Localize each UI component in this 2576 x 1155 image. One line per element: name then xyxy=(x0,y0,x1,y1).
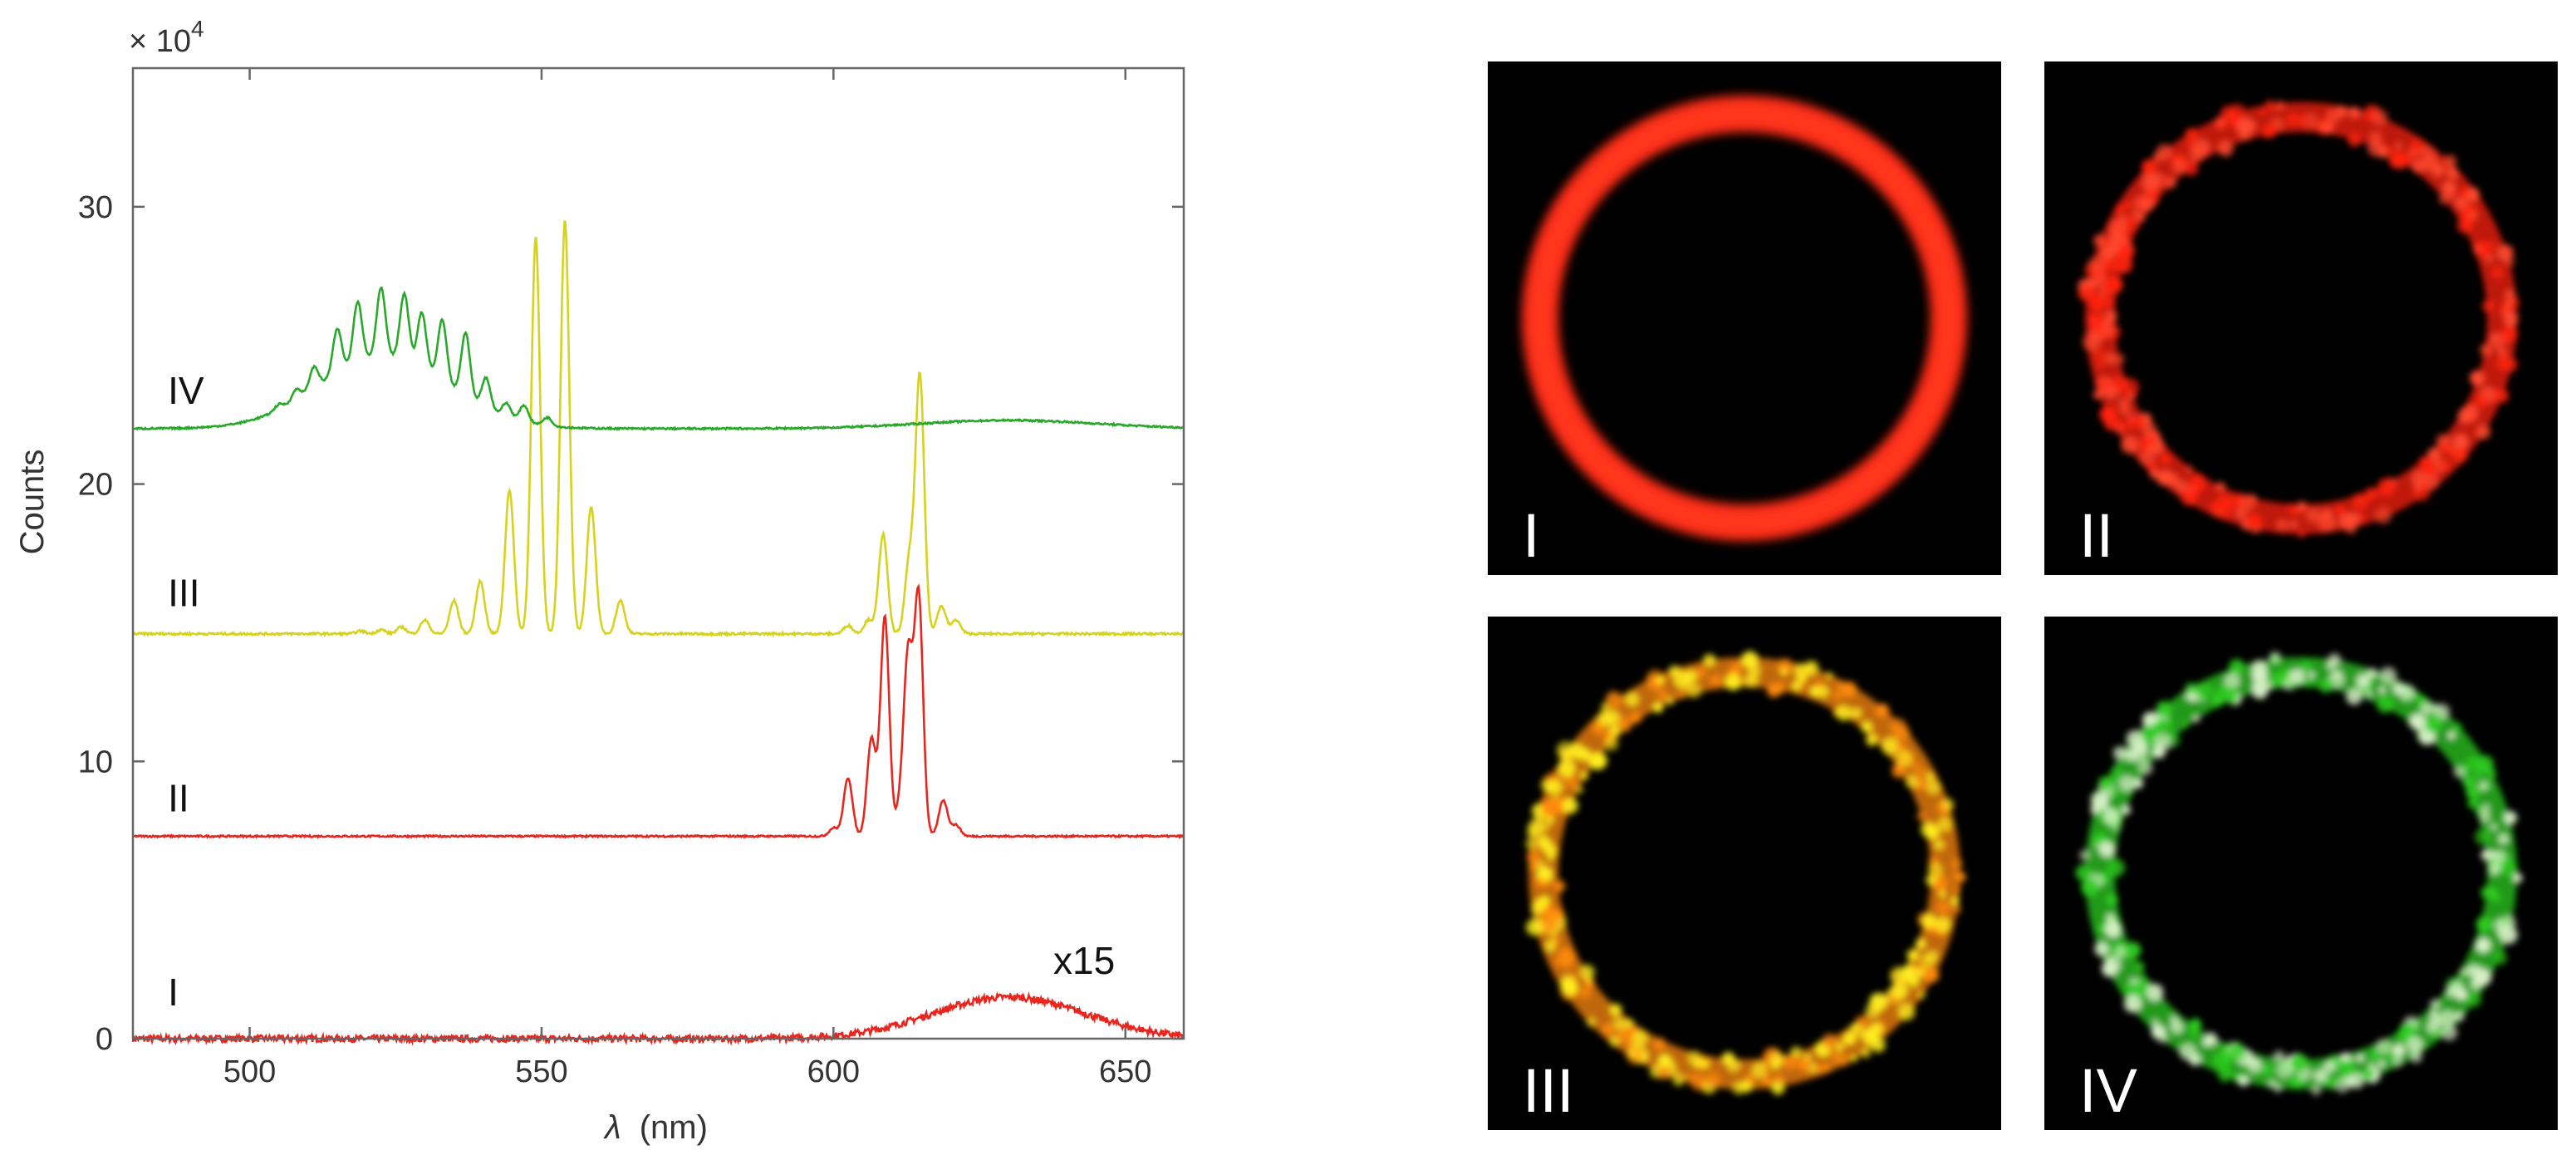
ring-image-IV: IV xyxy=(2044,617,2558,1130)
y-multiplier: × 104 xyxy=(129,16,204,59)
plot-frame xyxy=(131,66,1185,1040)
x-tick-label-600: 600 xyxy=(807,1054,860,1089)
series-line-IV xyxy=(132,286,1185,432)
x-tick-label-550: 550 xyxy=(515,1054,567,1089)
panel-label: III xyxy=(1523,1056,1574,1125)
series-line-II xyxy=(132,583,1185,839)
y-multiplier-exponent: 4 xyxy=(191,16,204,42)
x-axis-label: λ (nm) xyxy=(603,1109,708,1146)
ring-image-III: III xyxy=(1488,617,2001,1130)
y-tick-label-30: 30 xyxy=(78,190,113,225)
series-label-III: III xyxy=(168,571,199,614)
panel-label: IV xyxy=(2079,1056,2137,1125)
y-axis-label: Counts xyxy=(14,450,51,555)
ring xyxy=(1522,96,1967,541)
series-line-III xyxy=(132,220,1185,638)
tick-layer: 500 550 600 650 0 10 20 30 xyxy=(78,68,1184,1089)
series-label-I: I xyxy=(168,971,179,1014)
x-axis-unit: (nm) xyxy=(640,1109,708,1146)
series-label-IV: IV xyxy=(168,369,204,412)
ring xyxy=(2075,651,2523,1096)
x-axis-symbol: λ xyxy=(603,1109,621,1146)
ring xyxy=(1525,651,1966,1095)
ring-image-I: I xyxy=(1488,61,2001,575)
panel-label: II xyxy=(2079,501,2114,570)
series-label-II: II xyxy=(168,776,189,819)
panel-label: I xyxy=(1523,501,1540,570)
series-line-I xyxy=(131,991,1185,1046)
x-tick-label-500: 500 xyxy=(223,1054,276,1089)
annotation-x15: x15 xyxy=(1053,939,1115,982)
ring xyxy=(2078,100,2520,538)
ring-image-II: II xyxy=(2044,61,2558,575)
y-tick-label-10: 10 xyxy=(78,745,113,779)
y-tick-label-20: 20 xyxy=(78,468,113,503)
y-tick-label-0: 0 xyxy=(96,1022,113,1057)
x-tick-label-650: 650 xyxy=(1099,1054,1151,1089)
